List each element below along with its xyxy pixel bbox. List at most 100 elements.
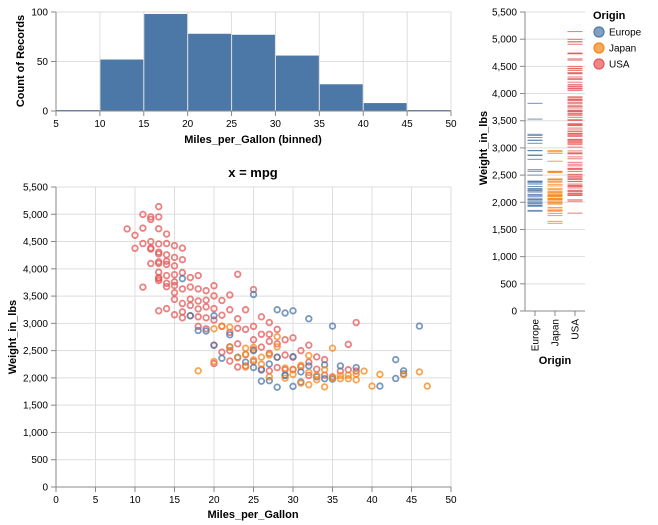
scatter-point-usa — [178, 299, 187, 308]
scatter-point-europe — [218, 354, 226, 362]
legend-label-europe: Europe — [609, 28, 642, 39]
scatter-y-tick-label: 500 — [31, 455, 48, 466]
scatter-point-japan — [241, 350, 250, 359]
scatter-point-usa — [202, 286, 210, 295]
scatter-point-usa — [178, 244, 187, 252]
scatter-point-japan — [233, 354, 242, 362]
scatter-point-usa — [154, 276, 163, 285]
scatter-point-usa — [313, 365, 321, 373]
scatter-x-tick-label: 45 — [406, 495, 418, 506]
scatter-point-usa — [210, 316, 218, 324]
scatter-point-usa — [257, 343, 266, 351]
scatter-point-usa — [170, 288, 179, 297]
scatter-point-usa — [281, 351, 289, 359]
scatter-point-usa — [352, 367, 360, 375]
legend-swatch-usa — [593, 58, 605, 70]
scatter-point-usa — [139, 224, 147, 232]
scatter-point-usa — [233, 363, 242, 371]
histogram-bar — [188, 33, 232, 111]
scatter-point-japan — [249, 343, 258, 352]
scatter-y-tick-label: 0 — [42, 483, 48, 494]
scatter-point-europe — [399, 367, 408, 375]
scatter-point-europe — [328, 322, 337, 330]
scatter-point-usa — [147, 245, 155, 253]
strip-y-tick-label: 5,500 — [492, 8, 517, 19]
scatter-y-tick-label: 4,000 — [23, 264, 48, 275]
scatter-point-japan — [241, 363, 250, 371]
scatter-point-japan — [344, 371, 352, 379]
scatter-point-japan — [415, 368, 424, 376]
histogram-bar — [363, 103, 407, 111]
scatter-y-tick-label: 2,500 — [23, 346, 48, 357]
strip-x-tick-label: Europe — [531, 319, 542, 352]
scatter-point-usa — [170, 253, 179, 262]
scatter-point-europe — [194, 326, 202, 335]
scatter-point-japan — [320, 366, 329, 374]
scatter-point-europe — [320, 375, 329, 383]
scatter-point-usa — [139, 239, 147, 248]
scatter-x-tick-label: 5 — [93, 495, 99, 506]
scatter-point-usa — [178, 285, 187, 293]
scatter-point-japan — [257, 353, 266, 361]
scatter-point-usa — [218, 296, 226, 305]
scatter-point-usa — [210, 292, 218, 300]
scatter-point-japan — [336, 375, 345, 383]
scatter-point-usa — [131, 244, 139, 253]
scatter-point-usa — [273, 325, 281, 334]
scatter-x-tick-label: 40 — [366, 495, 378, 506]
scatter-point-japan — [328, 344, 337, 352]
scatter-point-usa — [344, 340, 352, 349]
scatter-point-usa — [154, 250, 163, 258]
histogram-y-axis-title: Count of Records — [15, 15, 27, 107]
scatter-point-europe — [202, 327, 210, 335]
scatter-point-japan — [194, 367, 202, 375]
strip-y-tick-label: 1,000 — [492, 252, 517, 263]
scatter-point-usa — [123, 225, 131, 233]
scatter-point-usa — [170, 311, 179, 319]
scatter-point-usa — [162, 304, 171, 313]
scatter-point-usa — [162, 283, 171, 291]
scatter-point-usa — [178, 268, 187, 277]
scatter-point-usa — [154, 259, 163, 268]
scatter-x-tick-label: 25 — [248, 495, 260, 506]
scatter-point-usa — [241, 325, 250, 334]
scatter-point-usa — [194, 313, 202, 321]
scatter-y-tick-label: 3,000 — [23, 319, 48, 330]
scatter-y-tick-label: 4,500 — [23, 237, 48, 248]
legend-swatch-japan — [593, 42, 605, 54]
scatter-point-usa — [273, 340, 281, 348]
histogram-x-tick-label: 45 — [402, 119, 414, 130]
histogram-x-tick-label: 15 — [138, 119, 150, 130]
scatter-point-usa — [186, 273, 194, 282]
scatter-point-usa — [154, 225, 163, 233]
scatter-point-usa — [249, 336, 258, 344]
scatter-point-japan — [376, 370, 384, 379]
scatter-point-usa — [313, 353, 321, 361]
scatter-point-usa — [186, 283, 194, 291]
scatter-point-usa — [154, 213, 163, 221]
strip-y-tick-label: 4,000 — [492, 89, 517, 100]
scatter-point-usa — [273, 363, 281, 372]
scatter-point-usa — [194, 305, 202, 313]
scatter-point-japan — [289, 370, 297, 379]
scatter-point-japan — [265, 351, 273, 359]
scatter-point-europe — [336, 362, 345, 370]
scatter-x-tick-label: 10 — [129, 495, 141, 506]
histogram-y-tick-label: 100 — [31, 8, 48, 19]
strip-y-tick-label: 3,500 — [492, 116, 517, 127]
histogram-x-tick-label: 40 — [358, 119, 370, 130]
scatter-point-japan — [241, 344, 250, 352]
scatter-point-europe — [281, 371, 289, 379]
scatter-point-japan — [313, 376, 321, 384]
scatter-point-usa — [162, 257, 171, 265]
scatter-point-usa — [186, 295, 194, 303]
strip-y-tick-label: 2,500 — [492, 171, 517, 182]
scatter-point-usa — [170, 271, 179, 279]
scatter-y-tick-label: 5,000 — [23, 210, 48, 221]
scatter-point-usa — [194, 271, 202, 280]
scatter-point-japan — [313, 371, 321, 379]
scatter-point-usa — [226, 357, 234, 365]
scatter-point-usa — [233, 324, 242, 332]
scatter-point-europe — [178, 274, 187, 283]
scatter-point-usa — [162, 230, 171, 238]
